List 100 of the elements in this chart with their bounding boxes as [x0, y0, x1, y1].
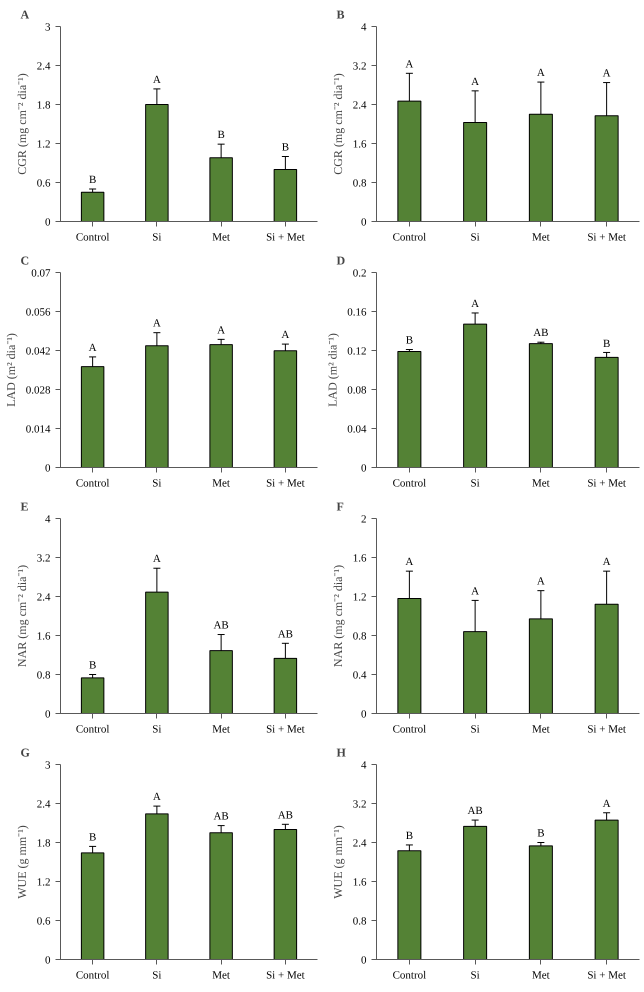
y-tick-label: 0.07 — [31, 268, 51, 280]
chart-title: A — [20, 8, 30, 22]
x-tick-label: Control — [76, 724, 110, 736]
y-tick-label: 0.8 — [352, 916, 367, 928]
annotation: A — [536, 67, 545, 80]
y-tick-label: 0.16 — [347, 306, 367, 318]
y-tick-label: 0.12 — [347, 346, 366, 358]
y-tick-label: 0.6 — [36, 916, 51, 928]
y-tick-label: 0.4 — [352, 670, 367, 682]
y-tick-label: 3.2 — [36, 552, 50, 564]
annotation: A — [88, 342, 97, 354]
annotation: A — [471, 585, 480, 598]
y-tick-label: 3 — [45, 22, 51, 34]
y-tick-label: 1.6 — [352, 876, 367, 888]
y-tick-label: 0.8 — [352, 178, 367, 190]
x-tick-label: Control — [76, 478, 110, 490]
x-tick-label: Met — [212, 232, 230, 244]
annotation: A — [281, 329, 290, 342]
annotation: AB — [467, 805, 483, 818]
annotation: B — [282, 142, 290, 154]
y-axis-title: LAD (m² dia⁻¹) — [4, 333, 18, 407]
x-tick-label: Si + Met — [266, 724, 305, 736]
y-tick-label: 1.2 — [36, 876, 50, 888]
x-tick-label: Met — [532, 970, 550, 982]
y-axis-title: LAD (m² dia⁻¹) — [325, 333, 340, 407]
annotation: B — [88, 174, 96, 186]
y-axis-title: CGR (mg cm⁻² dia⁻¹) — [14, 73, 29, 175]
y-tick-label: 0 — [361, 708, 367, 720]
y-axis-title: NAR (mg cm⁻² dia⁻¹) — [330, 564, 345, 668]
x-tick-label: Control — [392, 232, 426, 244]
x-tick-label: Si + Met — [587, 970, 626, 982]
y-tick-label: 2.4 — [36, 60, 51, 72]
annotation: A — [152, 553, 161, 566]
y-tick-label: 1.8 — [36, 838, 51, 850]
y-axis-title: WUE (g mm⁻¹) — [14, 825, 29, 899]
y-tick-label: 0.056 — [26, 306, 51, 318]
annotation: B — [406, 334, 414, 347]
annotation: A — [405, 556, 414, 568]
y-tick-label: 0.04 — [347, 424, 367, 436]
annotation: AB — [278, 628, 294, 640]
x-tick-label: Si + Met — [587, 232, 626, 244]
annotation: A — [602, 798, 611, 810]
annotation: A — [405, 58, 414, 70]
x-tick-label: Si — [152, 478, 162, 490]
y-tick-label: 2 — [361, 514, 366, 526]
annotation: AB — [533, 327, 549, 340]
x-tick-label: Si — [152, 970, 162, 982]
y-tick-label: 3 — [45, 760, 51, 772]
y-tick-label: 0.6 — [36, 178, 51, 190]
x-tick-label: Met — [212, 478, 230, 490]
y-tick-label: 0.08 — [347, 384, 367, 396]
x-tick-label: Met — [532, 232, 550, 244]
y-tick-label: 2.4 — [36, 592, 51, 604]
y-tick-label: 0 — [45, 216, 51, 228]
annotation: A — [152, 318, 161, 330]
y-tick-label: 0 — [361, 462, 367, 474]
x-tick-label: Si + Met — [266, 232, 305, 244]
annotation: AB — [213, 810, 229, 823]
x-tick-label: Si — [470, 724, 480, 736]
annotation: A — [602, 556, 611, 568]
y-tick-label: 0 — [45, 708, 51, 720]
annotation: A — [152, 791, 161, 804]
x-tick-label: Met — [532, 724, 550, 736]
x-tick-label: Si + Met — [587, 478, 626, 490]
y-tick-label: 0.8 — [36, 670, 51, 682]
y-tick-label: 0 — [45, 954, 51, 966]
y-tick-label: 0.8 — [352, 630, 367, 642]
y-tick-label: 1.8 — [36, 100, 51, 112]
y-tick-label: 3.2 — [352, 798, 366, 810]
annotation: B — [217, 129, 225, 142]
y-tick-label: 1.2 — [352, 592, 366, 604]
chart-title: H — [336, 746, 346, 760]
y-tick-label: 0.014 — [26, 424, 51, 436]
y-tick-label: 3.2 — [352, 60, 366, 72]
x-tick-label: Met — [212, 970, 230, 982]
chart-title: E — [20, 500, 29, 514]
annotation: B — [88, 660, 96, 672]
y-tick-label: 0 — [45, 462, 51, 474]
x-tick-label: Si + Met — [266, 478, 305, 490]
x-tick-label: Si — [470, 232, 480, 244]
y-tick-label: 0.042 — [26, 346, 50, 358]
y-tick-label: 0.028 — [26, 384, 51, 396]
y-tick-label: 2.4 — [352, 100, 367, 112]
x-tick-label: Control — [76, 970, 110, 982]
annotation: B — [406, 830, 414, 842]
x-tick-label: Control — [76, 232, 110, 244]
annotation: A — [602, 68, 611, 80]
x-tick-label: Control — [392, 970, 426, 982]
chart-title: D — [336, 254, 346, 268]
x-tick-label: Si + Met — [587, 724, 626, 736]
y-tick-label: 1.6 — [352, 552, 367, 564]
x-tick-label: Si — [152, 232, 162, 244]
annotation: A — [217, 324, 226, 336]
y-tick-label: 2.4 — [352, 838, 367, 850]
x-tick-label: Si — [152, 724, 162, 736]
chart-title: C — [20, 254, 30, 268]
y-axis-title: CGR (mg cm⁻² dia⁻¹) — [330, 73, 345, 175]
annotation: A — [152, 74, 161, 86]
annotation: AB — [278, 809, 294, 822]
y-axis-title: WUE (g mm⁻¹) — [330, 825, 345, 899]
